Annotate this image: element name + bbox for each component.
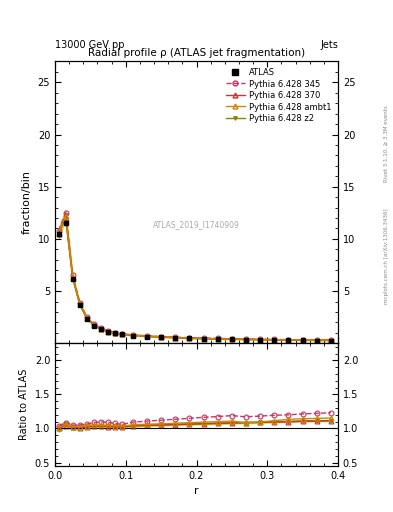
Y-axis label: Ratio to ATLAS: Ratio to ATLAS	[19, 369, 29, 440]
Title: Radial profile ρ (ATLAS jet fragmentation): Radial profile ρ (ATLAS jet fragmentatio…	[88, 48, 305, 58]
Legend: ATLAS, Pythia 6.428 345, Pythia 6.428 370, Pythia 6.428 ambt1, Pythia 6.428 z2: ATLAS, Pythia 6.428 345, Pythia 6.428 37…	[224, 66, 334, 125]
Text: 13000 GeV pp: 13000 GeV pp	[55, 40, 125, 50]
Text: Jets: Jets	[320, 40, 338, 50]
Text: ATLAS_2019_I1740909: ATLAS_2019_I1740909	[153, 221, 240, 229]
X-axis label: r: r	[194, 486, 199, 496]
Text: Rivet 3.1.10, ≥ 3.3M events: Rivet 3.1.10, ≥ 3.3M events	[384, 105, 389, 182]
Y-axis label: fraction/bin: fraction/bin	[22, 170, 32, 234]
Text: mcplots.cern.ch [arXiv:1306.3436]: mcplots.cern.ch [arXiv:1306.3436]	[384, 208, 389, 304]
